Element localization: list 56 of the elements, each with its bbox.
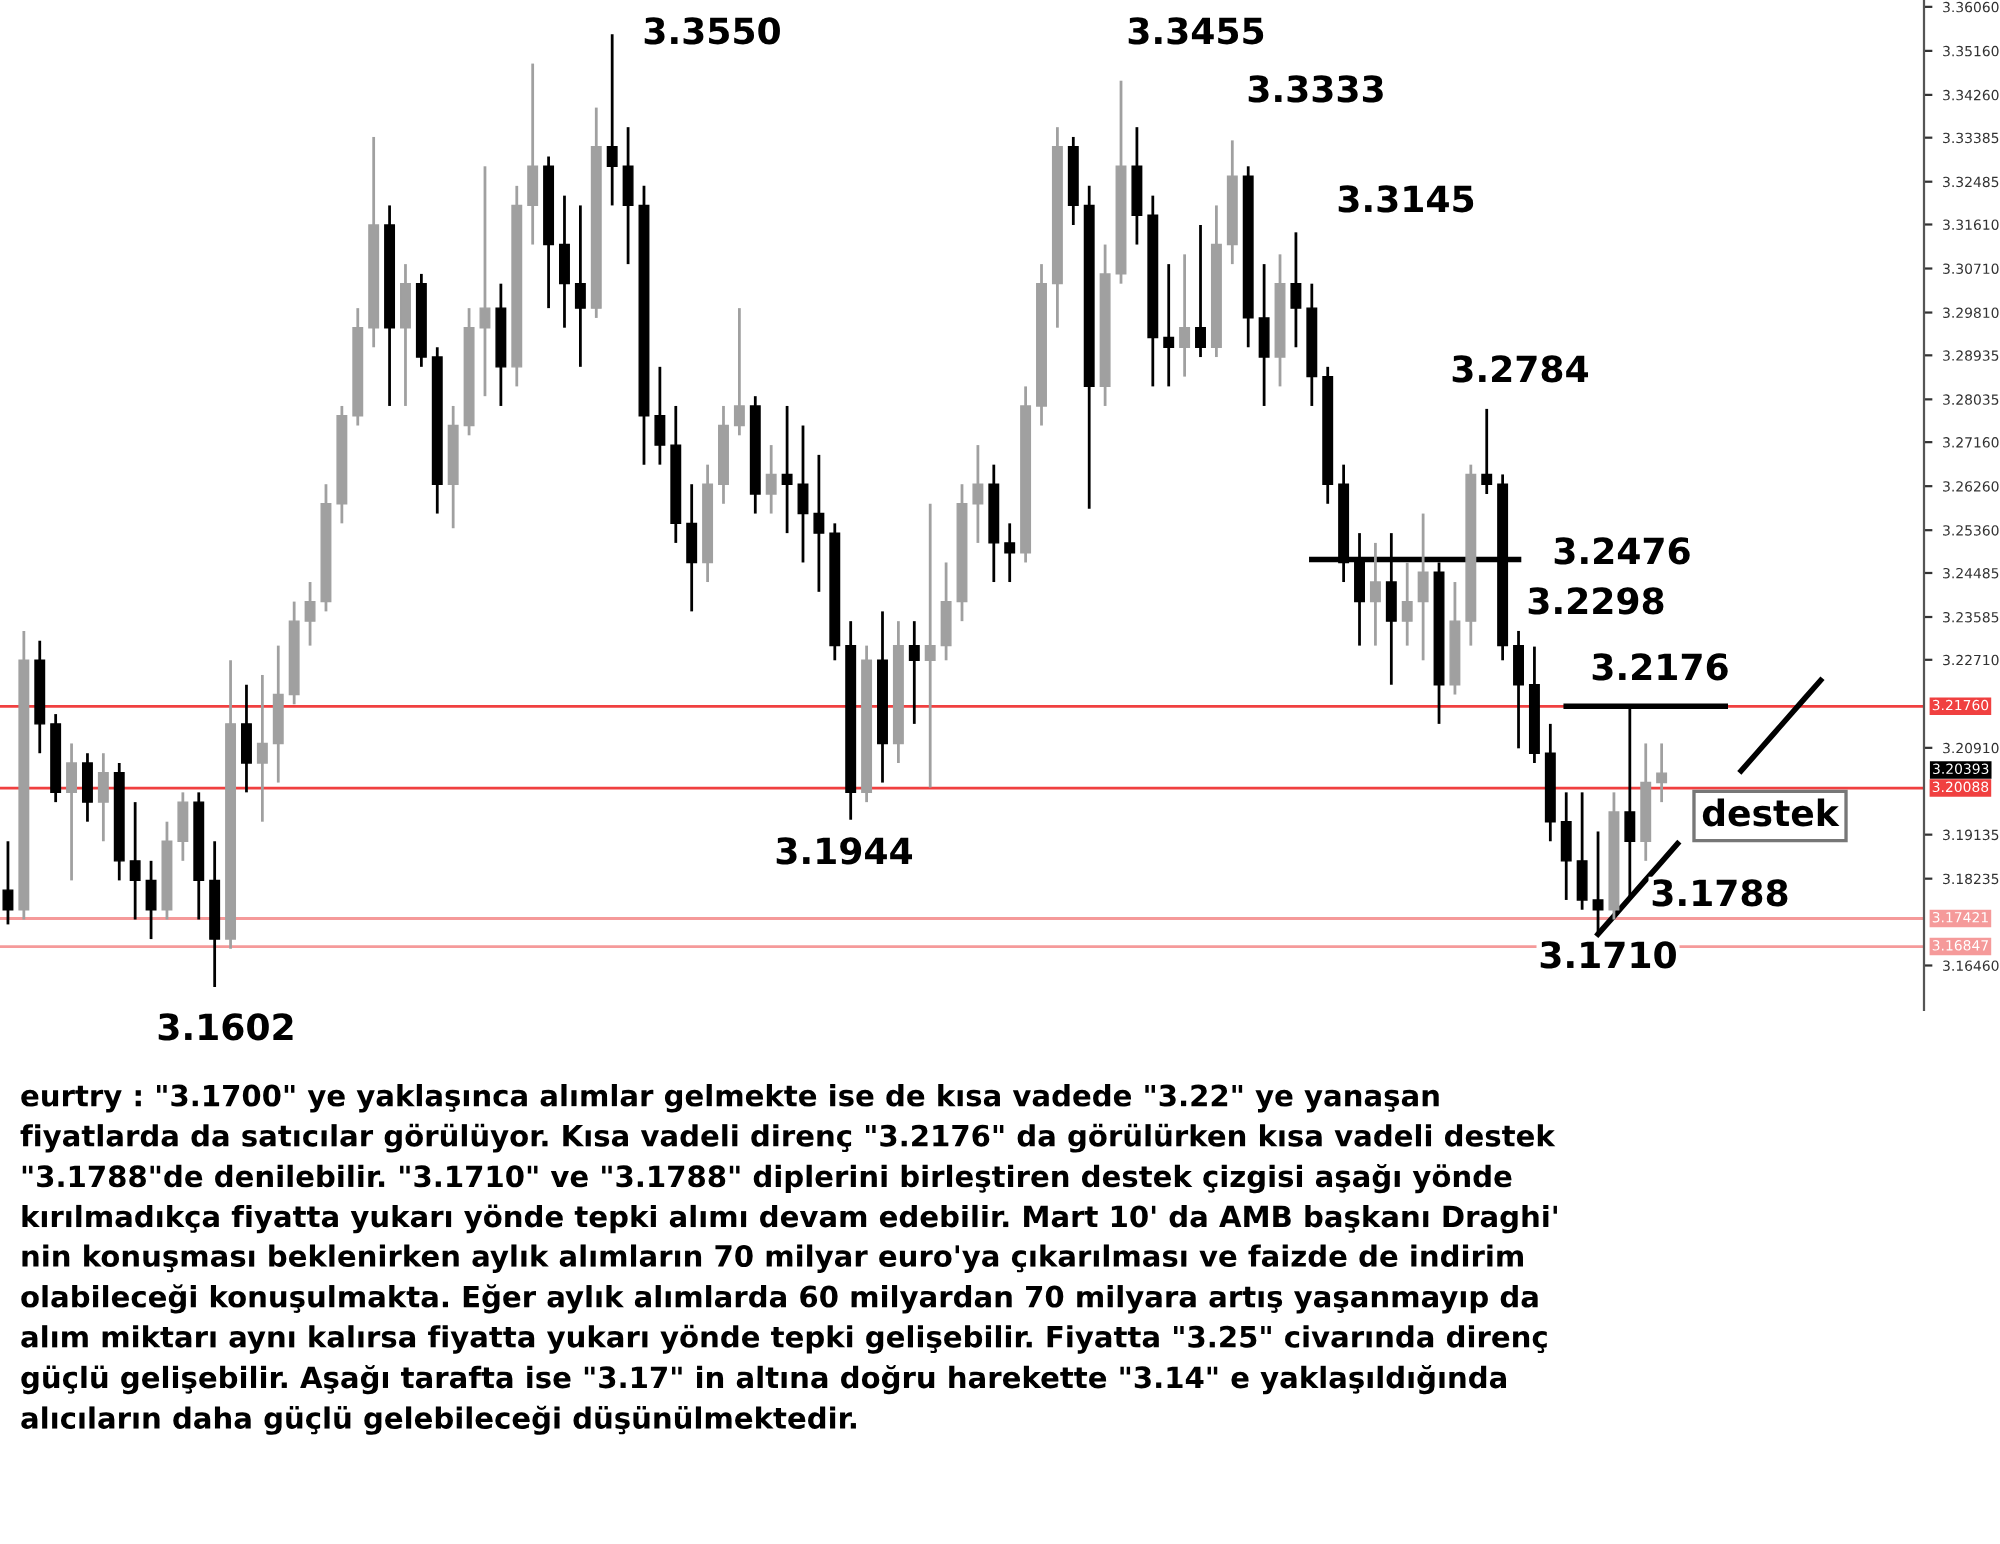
text: 3.1602 — [158, 1013, 293, 1041]
candlestick — [1513, 629, 1524, 750]
candlestick — [733, 306, 745, 437]
candlestick — [527, 62, 539, 246]
candlestick — [654, 365, 666, 467]
annotation: 3.3550 — [644, 17, 780, 45]
annotation: 3.3455 — [1128, 17, 1264, 45]
candlestick — [1401, 561, 1413, 648]
candlestick — [81, 751, 93, 824]
candlestick — [304, 580, 316, 648]
annotation: 3.3145 — [1338, 185, 1474, 213]
candlestick — [559, 194, 570, 330]
candlestick — [97, 751, 109, 843]
annotation: 3.2176 — [1592, 653, 1728, 681]
candlestick — [1195, 223, 1206, 359]
annotation: 3.1944 — [776, 837, 913, 865]
text: eurtry : "3.1700" ye yaklaşınca alımlar gelmekte ise de kısa vadede "3.22" ye yanaşan fiyatlarda da satıcılar görülüyor. Kısa vadeli direnç "3.2176" da görülürken kısa vadeli destek "3.1788"de denilebilir. "3.1710" ve "3.1788" diplerini birleştiren destek çizgisi aşağı yönde kırılmadıkça fiyatta yukarı yönde tepki alımı devam edebilir. Mart 10' da AMB başkanı Draghi' nin konuşması beklenirken aylık alımların 70 milyar euro'ya çıkarılması ve faizde de indirim olabileceği konuşulmakta. Eğer aylık alımlarda 60 milyardan 70 milyara artış yaşanmayıp da alım miktarı aynı kalırsa fiyatta yukarı yönde tepki gelişebilir. Fiyatta "3.25" civarında direnç güçlü gelişebilir. Aşağı tarafta ise "3.17" in altına doğru harekette "3.14" e yaklaşıldığında alıcıların daha güçlü gelebileceği düşünülmektedir. — [20, 1084, 1557, 1435]
annotation: 3.2298 — [1528, 587, 1664, 615]
candlestick — [1258, 262, 1270, 408]
candlestick — [1481, 407, 1493, 496]
annotation: 3.3333 — [1248, 75, 1383, 103]
candlestick — [781, 404, 793, 535]
candlestick — [686, 482, 698, 613]
candlestick — [2, 839, 14, 926]
candlestick — [940, 561, 952, 662]
candlestick — [129, 800, 141, 921]
candlestick — [400, 262, 411, 408]
candlestick — [622, 125, 634, 266]
annotation: 3.1710 — [1540, 941, 1676, 969]
candlestick — [1656, 742, 1668, 804]
annotation: destek — [1702, 798, 1840, 827]
candlestick — [1417, 512, 1429, 662]
annotation: 3.2476 — [1554, 537, 1690, 565]
candlestick — [1576, 790, 1588, 912]
candlestick — [1004, 521, 1016, 584]
candlestick — [972, 443, 984, 545]
candlestick — [66, 742, 78, 882]
annotation: 3.2784 — [1452, 355, 1589, 383]
candlestick — [1560, 790, 1572, 902]
candlestick — [1163, 262, 1175, 388]
candlestick — [256, 673, 268, 824]
candlestick — [765, 443, 777, 515]
candlestick — [606, 32, 618, 207]
candlestick — [797, 424, 809, 564]
candlestick — [908, 619, 920, 726]
candlestick — [240, 683, 252, 794]
candlestick — [479, 164, 491, 398]
candlestick — [1290, 230, 1302, 349]
candlestick — [145, 859, 157, 941]
candlestick — [1369, 541, 1381, 648]
annotation: 3.1788 — [1652, 879, 1788, 907]
candlestick — [574, 204, 586, 369]
candlestick — [813, 453, 825, 594]
candlestick — [924, 502, 936, 789]
candlestick — [177, 790, 189, 863]
candlestick — [1179, 252, 1191, 378]
